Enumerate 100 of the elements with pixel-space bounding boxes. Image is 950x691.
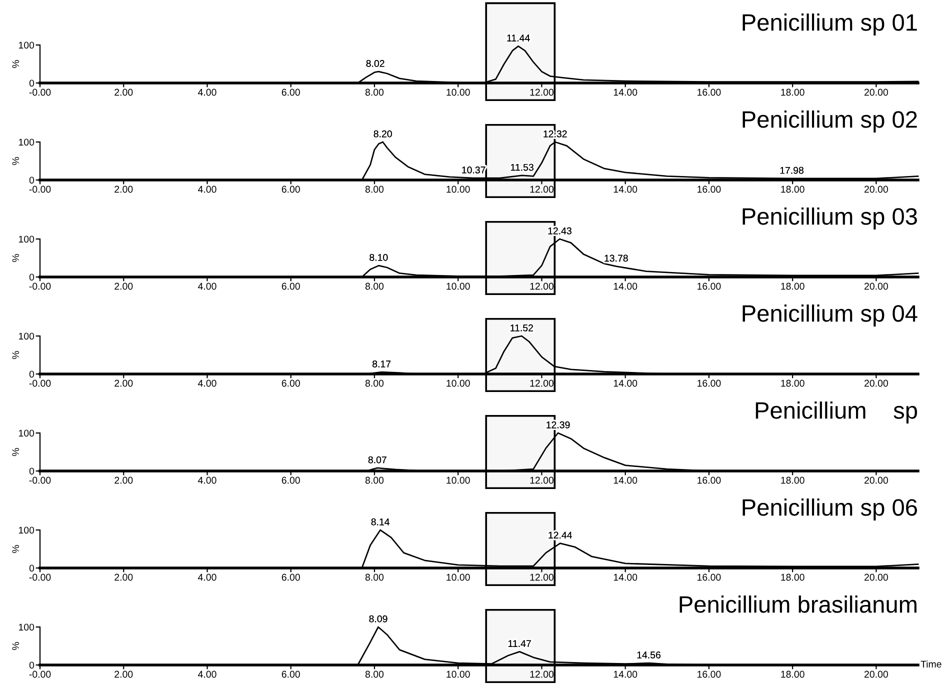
x-tick-label: 6.00 [282, 186, 300, 193]
y-axis-title: % [12, 157, 20, 165]
x-tick-label: 12.00 [530, 670, 554, 678]
chart-title: Penicillium sp 01 [742, 13, 917, 36]
x-tick-label: 18.00 [781, 476, 804, 484]
x-tick-label: -0.00 [29, 380, 51, 387]
x-tick-label: 12.00 [530, 380, 554, 387]
x-tick-label: -0.00 [29, 476, 51, 484]
x-tick-label: 20.00 [864, 88, 888, 96]
annotation: 8.20 [374, 130, 392, 138]
y-tick-label: 100 [18, 526, 34, 534]
x-tick-label: 2.00 [114, 186, 133, 193]
x-axis-title: Time [920, 660, 942, 668]
y-tick-label: 0 [29, 80, 34, 87]
x-tick-label: 14.00 [614, 670, 638, 678]
x-tick-label: -0.00 [29, 186, 51, 193]
x-tick-label: 16.00 [698, 88, 721, 96]
x-tick-label: 8.00 [365, 670, 384, 678]
x-tick-label: 10.00 [446, 282, 470, 290]
x-tick-label: 20.00 [864, 186, 888, 193]
x-tick-label: 6.00 [282, 88, 300, 96]
y-axis-title: % [12, 545, 20, 553]
x-tick-label: 18.00 [781, 88, 804, 96]
y-tick-label: 100 [18, 332, 34, 340]
x-tick-label: 4.00 [198, 476, 216, 484]
x-tick-label: 12.00 [530, 88, 554, 96]
x-tick-label: 10.00 [446, 574, 470, 581]
x-tick-label: 4.00 [198, 186, 216, 193]
chart-title: Penicillium brasilianum [680, 595, 916, 613]
annotation: 11.52 [510, 324, 533, 332]
annotation: 8.02 [366, 60, 384, 67]
x-tick-label: 2.00 [114, 88, 133, 96]
x-tick-label: 8.00 [365, 186, 384, 193]
x-tick-label: 12.00 [530, 476, 554, 484]
x-tick-label: 10.00 [446, 380, 470, 387]
x-tick-label: 8.00 [365, 380, 384, 387]
y-tick-label: 0 [29, 274, 34, 281]
x-tick-label: 16.00 [698, 574, 721, 581]
annotation: 13.78 [604, 254, 628, 262]
chart-title: Penicillium sp 06 [742, 498, 917, 520]
x-tick-label: 14.00 [614, 88, 638, 96]
x-tick-label: 8.00 [365, 574, 384, 581]
x-tick-label: 16.00 [698, 380, 721, 387]
x-tick-label: 2.00 [114, 380, 133, 387]
x-tick-label: -0.00 [29, 574, 51, 581]
x-tick-label: 6.00 [282, 282, 300, 290]
x-tick-label: 14.00 [614, 476, 638, 484]
x-tick-label: 20.00 [864, 282, 888, 290]
y-tick-label: 0 [29, 468, 34, 475]
x-tick-label: 16.00 [698, 186, 721, 193]
x-tick-label: 2.00 [114, 476, 133, 484]
y-tick-label: 0 [29, 662, 34, 669]
chart-title: Penicillium sp 02 [742, 110, 917, 132]
x-tick-label: 2.00 [114, 670, 133, 678]
annotation: 8.10 [370, 254, 388, 261]
x-tick-label: 14.00 [614, 282, 638, 290]
x-tick-label: 18.00 [781, 186, 804, 193]
y-tick-label: 0 [29, 564, 34, 572]
x-tick-label: 18.00 [781, 380, 804, 387]
x-tick-label: 4.00 [198, 88, 216, 96]
x-tick-label: 20.00 [864, 574, 888, 581]
chart-title: Penicillium sp [756, 401, 918, 424]
x-tick-label: 8.00 [365, 476, 384, 484]
y-axis-title: % [12, 60, 20, 68]
annotation: 11.44 [507, 34, 530, 42]
x-tick-label: -0.00 [29, 670, 51, 678]
y-axis-title: % [12, 351, 20, 359]
x-tick-label: 10.00 [446, 88, 470, 96]
x-tick-label: 12.00 [530, 282, 554, 290]
x-tick-label: 12.00 [530, 186, 554, 193]
x-tick-label: 8.00 [365, 282, 384, 290]
y-axis-title: % [12, 448, 20, 456]
y-tick-label: 100 [18, 430, 34, 437]
x-tick-label: 20.00 [864, 380, 888, 387]
y-tick-label: 0 [29, 176, 34, 184]
annotation: 8.17 [372, 360, 391, 368]
x-tick-label: 10.00 [446, 186, 470, 193]
x-tick-label: 4.00 [198, 574, 216, 581]
annotation: 14.56 [637, 652, 660, 658]
x-tick-label: 10.00 [446, 476, 470, 484]
x-tick-label: 20.00 [864, 476, 888, 484]
y-tick-label: 100 [18, 624, 34, 631]
y-tick-label: 100 [18, 42, 34, 49]
x-tick-label: -0.00 [29, 282, 51, 290]
x-tick-label: 20.00 [864, 670, 888, 678]
annotation: 11.47 [508, 640, 531, 647]
x-tick-label: 16.00 [698, 476, 721, 484]
x-tick-label: 18.00 [781, 670, 804, 678]
chart-title: Penicillium sp 04 [742, 304, 918, 326]
annotation: 11.53 [511, 164, 534, 171]
x-tick-label: 18.00 [781, 574, 804, 581]
x-tick-label: 2.00 [114, 574, 133, 581]
annotation: 8.14 [371, 518, 390, 526]
x-tick-label: 16.00 [698, 282, 721, 290]
x-tick-label: 16.00 [698, 670, 721, 678]
y-axis-title: % [12, 642, 20, 650]
x-tick-label: 4.00 [198, 670, 216, 678]
x-tick-label: 14.00 [614, 574, 638, 581]
x-tick-label: 14.00 [614, 186, 638, 193]
annotation: 8.07 [368, 456, 386, 464]
